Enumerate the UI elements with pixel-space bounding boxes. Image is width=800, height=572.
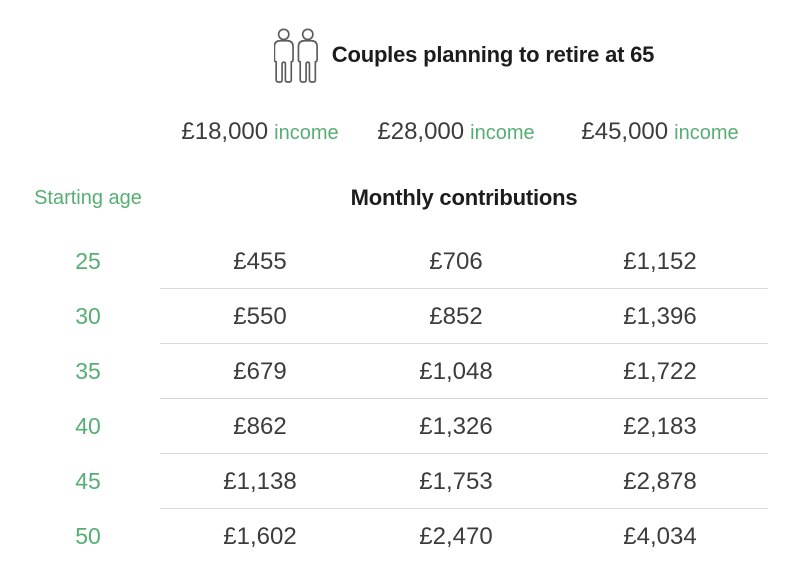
contribution-cell: £2,878 [623,467,697,495]
income-label: income [470,122,535,144]
income-header-row: £18,000 income £28,000 income £45,000 incom… [16,117,768,150]
contribution-cell: £1,602 [223,522,297,550]
starting-age-cell: 30 [75,303,101,329]
table-rows: 25 £455 £706 £1,152 30 £550 £852 £1,396 … [0,234,800,564]
monthly-contributions-title: Monthly contributions [350,185,578,210]
contribution-cell: £1,722 [623,357,697,385]
table-row: 40 £862 £1,326 £2,183 [16,399,768,454]
contribution-cell: £4,034 [623,522,697,550]
income-header-18000: £18,000 income [160,117,360,150]
income-header-45000: £45,000 income [552,117,768,150]
contribution-cell: £1,138 [223,467,297,495]
table-row: 30 £550 £852 £1,396 [16,289,768,344]
contribution-cell: £550 [233,302,287,330]
table-row: 45 £1,138 £1,753 £2,878 [16,454,768,509]
contribution-cell: £852 [429,302,483,330]
income-amount: £45,000 [581,118,669,145]
starting-age-cell: 35 [75,358,101,384]
contribution-cell: £2,470 [419,522,493,550]
contribution-cell: £862 [233,412,287,440]
contribution-cell: £1,048 [419,357,493,385]
starting-age-cell: 40 [75,413,101,439]
table-row: 25 £455 £706 £1,152 [16,234,768,289]
table-row: 35 £679 £1,048 £1,722 [16,344,768,399]
starting-age-cell: 45 [75,468,101,494]
starting-age-cell: 50 [75,523,101,549]
income-amount: £18,000 [181,118,269,145]
income-amount: £28,000 [377,118,465,145]
page-title: Couples planning to retire at 65 [331,42,655,67]
table-row: 50 £1,602 £2,470 £4,034 [16,509,768,564]
income-label: income [274,122,339,144]
contribution-cell: £2,183 [623,412,697,440]
starting-age-label: Starting age [34,187,142,209]
contribution-cell: £1,326 [419,412,493,440]
income-header-28000: £28,000 income [360,117,552,150]
contribution-cell: £455 [233,247,287,275]
contribution-cell: £679 [233,357,287,385]
couple-icon [273,27,318,83]
page-header: Couples planning to retire at 65 [160,0,768,83]
contribution-cell: £1,152 [623,247,697,275]
axis-header-row: Starting age Monthly contributions [16,183,768,213]
income-label: income [674,122,739,144]
starting-age-cell: 25 [75,248,101,274]
contribution-cell: £1,753 [419,467,493,495]
contribution-cell: £1,396 [623,302,697,330]
contribution-cell: £706 [429,247,483,275]
